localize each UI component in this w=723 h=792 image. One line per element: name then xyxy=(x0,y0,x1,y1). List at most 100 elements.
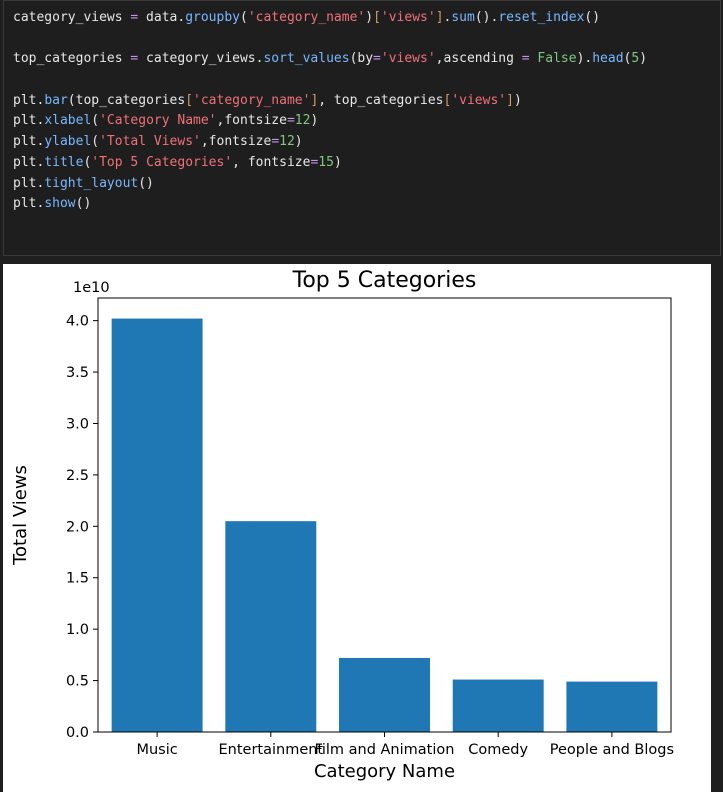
code-token: tight_layout xyxy=(44,175,139,191)
y-tick-label: 3.5 xyxy=(66,365,89,381)
code-token: plt. xyxy=(13,113,45,129)
y-tick-label: 2.5 xyxy=(66,468,89,484)
code-token: data. xyxy=(138,10,186,25)
code-cell[interactable]: category_views = data.groupby('category_… xyxy=(3,0,721,256)
code-token: plt. xyxy=(13,92,45,108)
code-token: 15 xyxy=(318,154,334,170)
code-token: head xyxy=(592,51,624,67)
code-token: 'views' xyxy=(380,51,436,67)
code-token: ) xyxy=(333,154,342,170)
code-token: = xyxy=(286,113,295,129)
code-token: groupby xyxy=(185,10,240,25)
code-line: plt.bar(top_categories['category_name'],… xyxy=(13,91,647,112)
code-token: bar xyxy=(44,92,68,108)
bar-music xyxy=(111,318,203,732)
code-token: 'Total Views' xyxy=(99,134,201,150)
code-token: ] xyxy=(435,10,444,25)
code-token: reset_index xyxy=(498,10,585,25)
code-token: = xyxy=(271,134,280,150)
code-token: [ xyxy=(373,10,381,25)
code-token: ( xyxy=(623,51,632,67)
code-line: top_categories = category_views.sort_val… xyxy=(13,49,647,70)
code-token: title xyxy=(44,154,84,170)
code-token: ) xyxy=(294,134,303,150)
y-tick-label: 3.0 xyxy=(66,416,89,432)
code-token: (by xyxy=(349,51,374,67)
code-token: 'Top 5 Categories' xyxy=(91,154,233,170)
code-token: plt. xyxy=(13,134,45,150)
code-token: = xyxy=(521,51,530,67)
code-token: ] xyxy=(310,92,319,108)
code-line: plt.ylabel('Total Views',fontsize=12) xyxy=(13,132,647,153)
code-line xyxy=(13,70,647,91)
code-token: ( xyxy=(83,154,92,170)
code-token: [ xyxy=(443,92,452,108)
code-token: 12 xyxy=(294,113,311,129)
code-token: top_categories xyxy=(13,51,131,67)
y-offset-label: 1e10 xyxy=(73,280,110,296)
code-token: ). xyxy=(576,51,593,67)
code-token: ) xyxy=(639,51,648,67)
code-token: 'category_name' xyxy=(247,10,366,25)
code-token: 12 xyxy=(279,134,295,150)
code-token: ylabel xyxy=(44,134,92,150)
code-token: 'views' xyxy=(380,10,436,25)
y-axis-label: Total Views xyxy=(10,465,31,566)
code-line: plt.title('Top 5 Categories', fontsize=1… xyxy=(13,153,647,174)
code-token: ) xyxy=(365,10,374,25)
code-token: [ xyxy=(185,92,194,108)
code-token: 5 xyxy=(631,51,640,67)
code-token: = xyxy=(130,51,139,67)
y-tick-label: 1.5 xyxy=(66,571,89,587)
y-tick-label: 1.0 xyxy=(66,622,89,638)
code-token: (). xyxy=(474,10,499,25)
code-editor[interactable]: category_views = data.groupby('category_… xyxy=(13,8,647,215)
y-tick-label: 4.0 xyxy=(66,314,89,330)
x-tick-label: Film and Animation xyxy=(315,742,455,758)
code-token: category_views. xyxy=(138,51,264,67)
code-token: plt. xyxy=(13,175,45,191)
code-token: ( xyxy=(91,113,100,129)
y-tick-label: 0.0 xyxy=(66,725,89,741)
code-token: show xyxy=(44,196,76,212)
code-token: () xyxy=(138,175,154,191)
code-line: plt.xlabel('Category Name',fontsize=12) xyxy=(13,111,647,132)
code-token: () xyxy=(75,196,92,212)
bar-chart: 0.0 0.5 1.0 1.5 2.0 2.5 3.0 3.5 4.0 Music Entertai… xyxy=(10,268,674,782)
code-token: 'Category Name' xyxy=(99,113,217,129)
code-token: 'views' xyxy=(451,92,507,108)
code-line: plt.tight_layout() xyxy=(13,174,647,195)
x-tick-label: Music xyxy=(136,742,177,758)
x-tick-label: People and Blogs xyxy=(550,742,674,758)
code-token: = xyxy=(130,10,139,25)
code-token: = xyxy=(373,51,381,67)
code-token: () xyxy=(584,10,601,25)
code-line: category_views = data.groupby('category_… xyxy=(13,8,647,29)
code-token: 'category_name' xyxy=(193,92,311,108)
code-token: ( xyxy=(91,134,100,150)
code-token: ] xyxy=(506,92,514,108)
code-token: ,fontsize xyxy=(200,134,272,150)
code-line: plt.show() xyxy=(13,194,647,215)
code-token: , top_categories xyxy=(318,92,444,108)
code-token: False xyxy=(537,51,577,67)
code-token: , fontsize xyxy=(232,154,311,170)
code-token: ,fontsize xyxy=(216,113,287,129)
bar-comedy xyxy=(452,679,544,732)
y-tick-label: 2.0 xyxy=(66,519,89,535)
code-token: ( xyxy=(240,10,248,25)
code-token: . xyxy=(443,10,452,25)
bar-entertainment xyxy=(225,521,317,732)
code-line xyxy=(13,29,647,50)
cell-output: 0.0 0.5 1.0 1.5 2.0 2.5 3.0 3.5 4.0 Music Entertai… xyxy=(3,264,711,792)
code-token: ) xyxy=(513,92,522,108)
code-token: xlabel xyxy=(44,113,92,129)
x-tick-label: Comedy xyxy=(468,742,528,758)
x-axis-label: Category Name xyxy=(314,761,455,782)
code-token: = xyxy=(310,154,319,170)
code-token: (top_categories xyxy=(67,92,186,108)
code-token: category_views xyxy=(13,10,131,25)
code-token: ,ascending xyxy=(435,51,522,67)
chart-title: Top 5 Categories xyxy=(292,268,477,293)
bar-film-and-animation xyxy=(339,657,430,732)
